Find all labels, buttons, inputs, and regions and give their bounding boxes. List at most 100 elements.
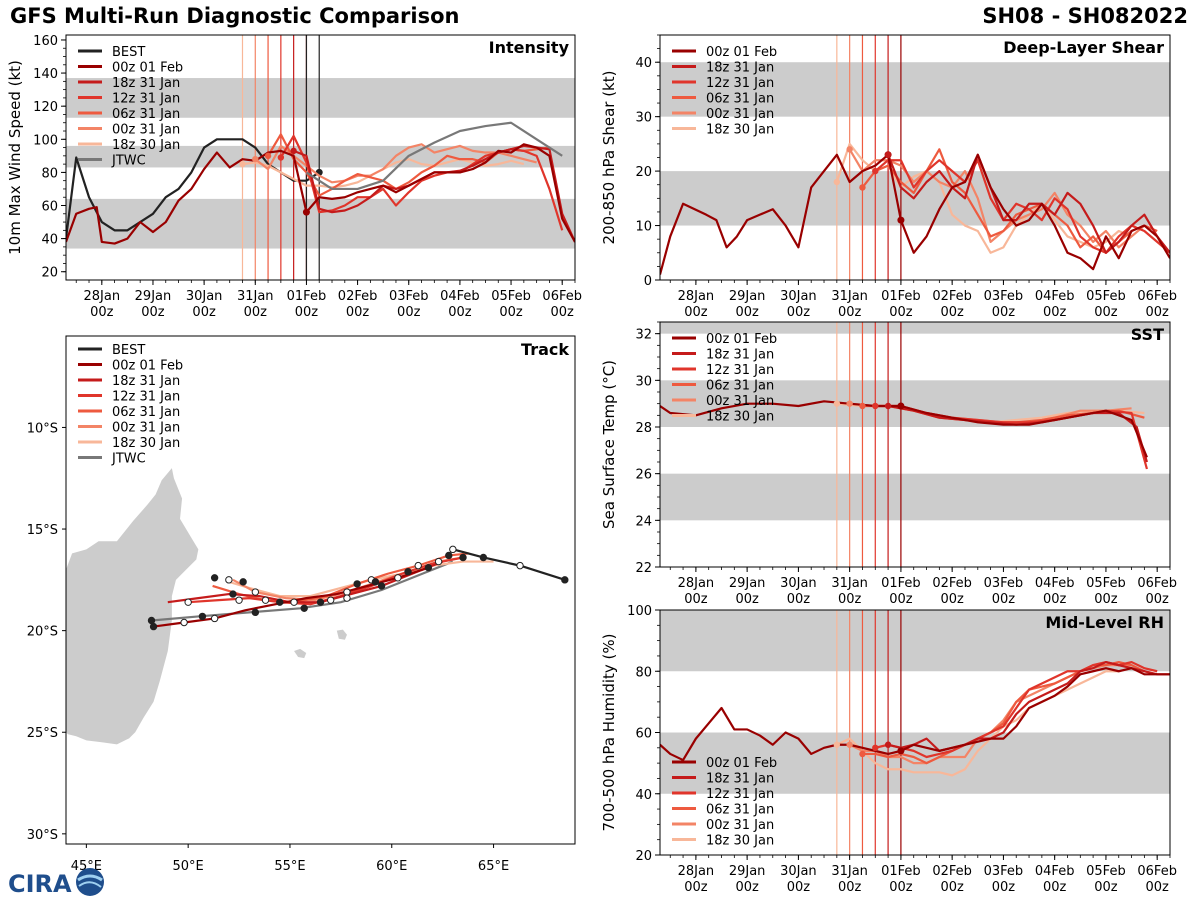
chart-rh: 2040608010028Jan00z29Jan00z30Jan00z31Jan… xyxy=(600,604,1177,895)
xtick-label: 03Feb xyxy=(984,864,1024,879)
xtick-hour: 00z xyxy=(551,305,575,320)
xtick-label: 30Jan xyxy=(186,289,223,304)
xtick-hour: 00z xyxy=(838,305,862,320)
legend-label-18z-30-jan: 18z 30 Jan xyxy=(706,123,774,138)
xtick-hour: 00z xyxy=(90,305,114,320)
storm-id: SH08 - SH082022 xyxy=(982,4,1188,28)
xtick-label: 02Feb xyxy=(932,864,972,879)
legend-label-06z-31-jan: 06z 31 Jan xyxy=(112,107,180,122)
track-marker-35 xyxy=(343,594,351,602)
legend-label-00z-01-feb: 00z 01 Feb xyxy=(112,359,183,374)
xtick-label: 60°E xyxy=(376,859,407,874)
track-marker-9 xyxy=(225,576,233,584)
legend-label-06z-31-jan: 06z 31 Jan xyxy=(706,379,774,394)
xtick-label: 28Jan xyxy=(678,576,715,591)
track-marker-17 xyxy=(316,598,325,606)
init-dot-18z-30-jan xyxy=(833,400,841,407)
panel-title: Mid-Level RH xyxy=(1045,613,1164,632)
legend-label-00z-31-jan: 00z 31 Jan xyxy=(706,394,774,409)
legend-label-00z-01-feb: 00z 01 Feb xyxy=(706,45,777,60)
series-00z-01-feb xyxy=(66,143,575,245)
band-0 xyxy=(66,198,575,249)
init-dot-18z-31-jan xyxy=(884,741,892,748)
xtick-hour: 00z xyxy=(1043,305,1067,320)
xtick-hour: 00z xyxy=(1043,880,1067,895)
xtick-hour: 00z xyxy=(787,880,811,895)
xtick-hour: 00z xyxy=(992,592,1016,607)
band-1 xyxy=(660,610,1170,672)
ytick-label: 20 xyxy=(41,266,58,281)
ytick-label: 60 xyxy=(41,200,58,215)
track-marker-1 xyxy=(147,616,156,625)
track-marker-12 xyxy=(229,590,237,598)
figure-title: GFS Multi-Run Diagnostic Comparison xyxy=(10,4,460,28)
band-1 xyxy=(660,62,1170,117)
y-axis-label: Sea Surface Temp (°C) xyxy=(600,360,618,529)
ytick-label: 20°S xyxy=(27,625,58,640)
xtick-label: 05Feb xyxy=(1086,864,1126,879)
init-dot-00z-31-jan xyxy=(846,741,853,748)
track-marker-22 xyxy=(377,582,386,590)
ytick-label: 22 xyxy=(635,561,652,576)
y-axis-label: 200-850 hPa Shear (kt) xyxy=(600,71,618,245)
panel-title: Track xyxy=(521,340,569,359)
xtick-label: 04Feb xyxy=(1035,289,1075,304)
xtick-hour: 00z xyxy=(346,305,370,320)
xtick-hour: 00z xyxy=(940,305,964,320)
track-marker-3 xyxy=(198,612,207,621)
xtick-label: 28Jan xyxy=(678,864,715,879)
track-marker-27 xyxy=(434,557,443,566)
track-marker-10 xyxy=(239,578,247,586)
xtick-label: 65°E xyxy=(478,859,509,874)
legend-label-18z-30-jan: 18z 30 Jan xyxy=(706,834,774,849)
track-marker-20 xyxy=(353,580,361,588)
xtick-hour: 00z xyxy=(1145,305,1169,320)
chart-intensity: 2040608010012014016028Jan00z29Jan00z30Ja… xyxy=(6,34,582,320)
ytick-label: 15°S xyxy=(27,523,58,538)
init-dot-00z-01-feb xyxy=(897,747,905,755)
init-dot-12z-31-jan xyxy=(872,167,879,175)
init-dot-12z-31-jan xyxy=(872,744,879,752)
xtick-hour: 00z xyxy=(1145,880,1169,895)
xtick-hour: 00z xyxy=(940,592,964,607)
track-marker-7 xyxy=(184,598,192,606)
track-marker-15 xyxy=(276,598,284,606)
xtick-label: 50°E xyxy=(173,859,204,874)
xtick-label: 29Jan xyxy=(135,289,172,304)
xtick-label: 05Feb xyxy=(1086,576,1126,591)
ytick-label: 80 xyxy=(41,166,58,181)
legend-label-12z-31-jan: 12z 31 Jan xyxy=(112,92,180,107)
ytick-label: 26 xyxy=(635,468,652,483)
xtick-hour: 00z xyxy=(735,305,759,320)
legend-label-jtwc: JTWC xyxy=(111,452,146,467)
ytick-label: 60 xyxy=(635,727,652,742)
track-marker-6 xyxy=(300,604,308,612)
xtick-hour: 00z xyxy=(735,592,759,607)
track-marker-11 xyxy=(251,588,260,596)
y-axis-label: 10m Max Wind Speed (kt) xyxy=(6,60,24,255)
chart-sst: 22242628303228Jan00z29Jan00z30Jan00z31Ja… xyxy=(600,321,1177,607)
track-marker-19 xyxy=(343,588,351,596)
xtick-hour: 00z xyxy=(889,305,913,320)
xtick-label: 30Jan xyxy=(780,289,817,304)
xtick-label: 01Feb xyxy=(881,864,921,879)
track-marker-23 xyxy=(394,574,402,582)
xtick-label: 28Jan xyxy=(84,289,121,304)
series-18z-31-jan xyxy=(887,660,1170,752)
ytick-label: 24 xyxy=(635,514,652,529)
legend-label-00z-31-jan: 00z 31 Jan xyxy=(112,123,180,138)
init-dot-06z-31-jan xyxy=(859,184,866,191)
ytick-label: 100 xyxy=(33,133,58,148)
cira-logo: CIRA xyxy=(8,868,104,898)
legend-label-18z-30-jan: 18z 30 Jan xyxy=(112,138,180,153)
xtick-hour: 00z xyxy=(192,305,216,320)
xtick-hour: 00z xyxy=(735,880,759,895)
axes-frame xyxy=(659,321,1171,568)
xtick-hour: 00z xyxy=(992,305,1016,320)
track-marker-33 xyxy=(561,576,569,584)
ytick-label: 30 xyxy=(635,111,652,126)
init-dot-00z-01-feb xyxy=(897,402,905,410)
ytick-label: 80 xyxy=(635,665,652,680)
